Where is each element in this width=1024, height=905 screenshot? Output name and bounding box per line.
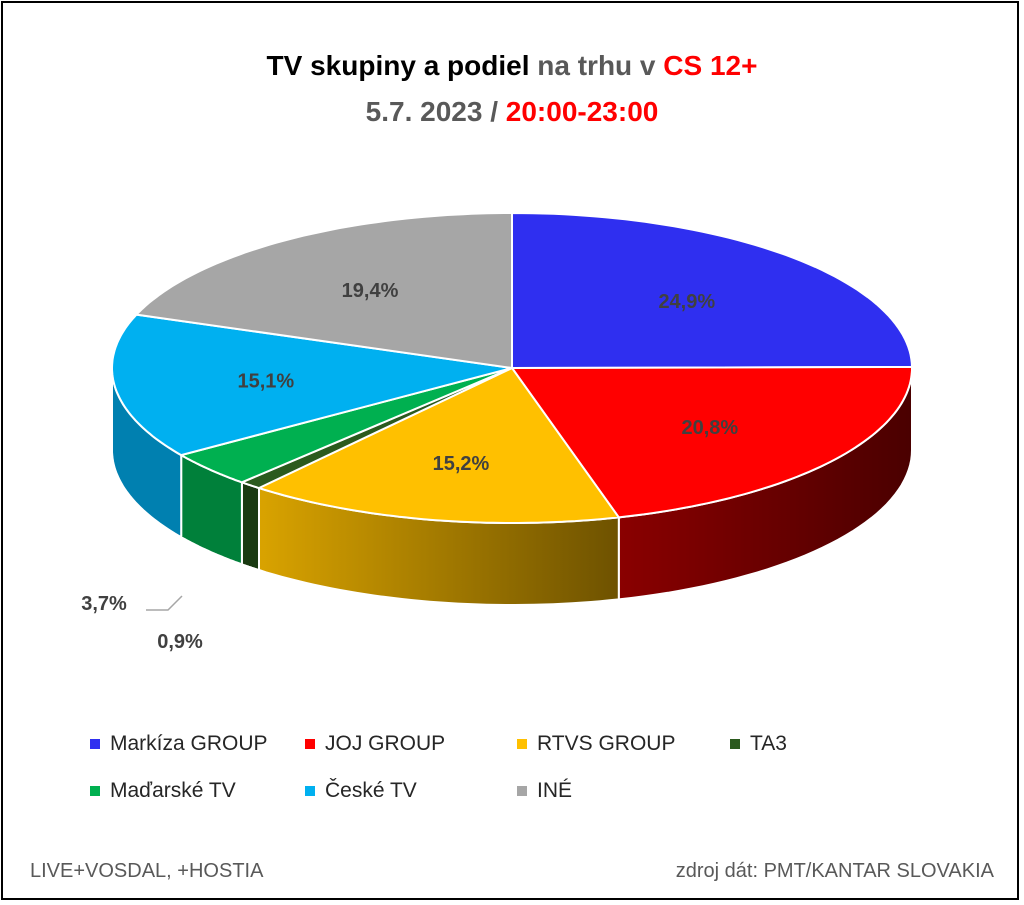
title-date: 5.7. 2023 / <box>365 96 498 127</box>
legend-swatch <box>90 739 100 749</box>
pie-side-ta3 <box>240 480 260 572</box>
title-time: 20:00-23:00 <box>505 96 659 127</box>
pie-slice-ceske <box>111 313 513 457</box>
legend-item-ine: INÉ <box>517 779 572 803</box>
data-label-markiza: 24,9% <box>658 291 715 313</box>
legend-swatch <box>517 786 527 796</box>
chart-title-line2: 5.7. 2023 / 20:00-23:00 <box>0 96 1024 128</box>
legend-label: Markíza GROUP <box>110 732 268 755</box>
data-label-ceske: 15,1% <box>237 371 294 393</box>
data-label-ta3: 0,9% <box>157 631 203 653</box>
legend-item-ta3: TA3 <box>730 732 787 756</box>
legend-item-madarske: Maďarské TV <box>90 779 236 803</box>
pie-slice-madarske <box>178 367 513 484</box>
chart-title-line1: TV skupiny a podiel na trhu v CS 12+ <box>0 50 1024 82</box>
legend-label: Maďarské TV <box>110 779 236 802</box>
legend-label: INÉ <box>537 779 573 802</box>
title-part-a: TV skupiny a podiel <box>266 50 530 81</box>
legend-swatch <box>517 739 527 749</box>
data-label-joj: 20,8% <box>681 417 738 439</box>
legend-item-ceske: České TV <box>305 779 417 803</box>
legend-item-rtvs: RTVS GROUP <box>517 732 675 756</box>
title-part-b: na trhu v <box>537 50 656 81</box>
pie-slice-markiza <box>511 211 914 370</box>
data-label-rtvs: 15,2% <box>433 453 490 475</box>
pie-slice-joj <box>510 365 913 519</box>
title-part-c: CS 12+ <box>663 50 758 81</box>
data-label-madarske: 3,7% <box>81 593 127 615</box>
leader-line-madarske <box>146 595 183 611</box>
legend-swatch <box>305 786 315 796</box>
legend-item-markiza: Markíza GROUP <box>90 732 268 756</box>
legend-label: TA3 <box>750 732 787 755</box>
legend-label: RTVS GROUP <box>537 732 676 755</box>
pie-slice-rtvs <box>256 366 621 524</box>
legend-swatch <box>90 786 100 796</box>
legend-label: JOJ GROUP <box>325 732 446 755</box>
footer-note: LIVE+VOSDAL, +HOSTIA <box>30 860 264 882</box>
legend-swatch <box>305 739 315 749</box>
footer-source: zdroj dát: PMT/KANTAR SLOVAKIA <box>675 860 994 882</box>
legend-item-joj: JOJ GROUP <box>305 732 445 756</box>
data-label-ine: 19,4% <box>342 280 399 302</box>
pie-slice-ta3 <box>239 367 513 489</box>
legend-swatch <box>730 739 740 749</box>
pie-slice-ine <box>134 212 513 370</box>
legend-label: České TV <box>325 779 417 802</box>
